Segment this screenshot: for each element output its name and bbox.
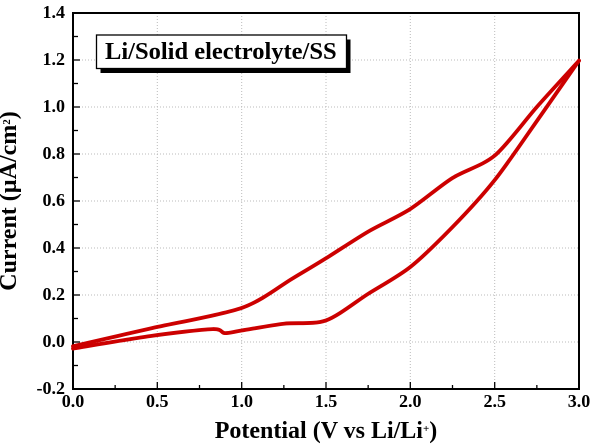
svg-text:0.2: 0.2 — [43, 284, 66, 304]
svg-text:3.0: 3.0 — [568, 391, 591, 411]
svg-text:0.4: 0.4 — [43, 237, 66, 257]
svg-text:Current (µA/cm2): Current (µA/cm2) — [0, 111, 22, 291]
svg-text:Li/Solid electrolyte/SS: Li/Solid electrolyte/SS — [105, 38, 337, 65]
svg-text:0.0: 0.0 — [62, 391, 85, 411]
svg-text:0.0: 0.0 — [43, 331, 66, 351]
svg-text:1.2: 1.2 — [43, 49, 66, 69]
svg-text:2.5: 2.5 — [483, 391, 506, 411]
svg-text:0.8: 0.8 — [43, 143, 66, 163]
svg-text:0.6: 0.6 — [43, 190, 66, 210]
svg-text:1.4: 1.4 — [43, 2, 66, 22]
svg-text:2.0: 2.0 — [399, 391, 422, 411]
svg-text:Potential (V vs Li/Li+): Potential (V vs Li/Li+) — [215, 418, 438, 444]
svg-text:0.5: 0.5 — [146, 391, 169, 411]
svg-text:1.0: 1.0 — [43, 96, 66, 116]
svg-text:1.0: 1.0 — [230, 391, 253, 411]
svg-text:-0.2: -0.2 — [37, 378, 66, 398]
svg-text:1.5: 1.5 — [315, 391, 338, 411]
